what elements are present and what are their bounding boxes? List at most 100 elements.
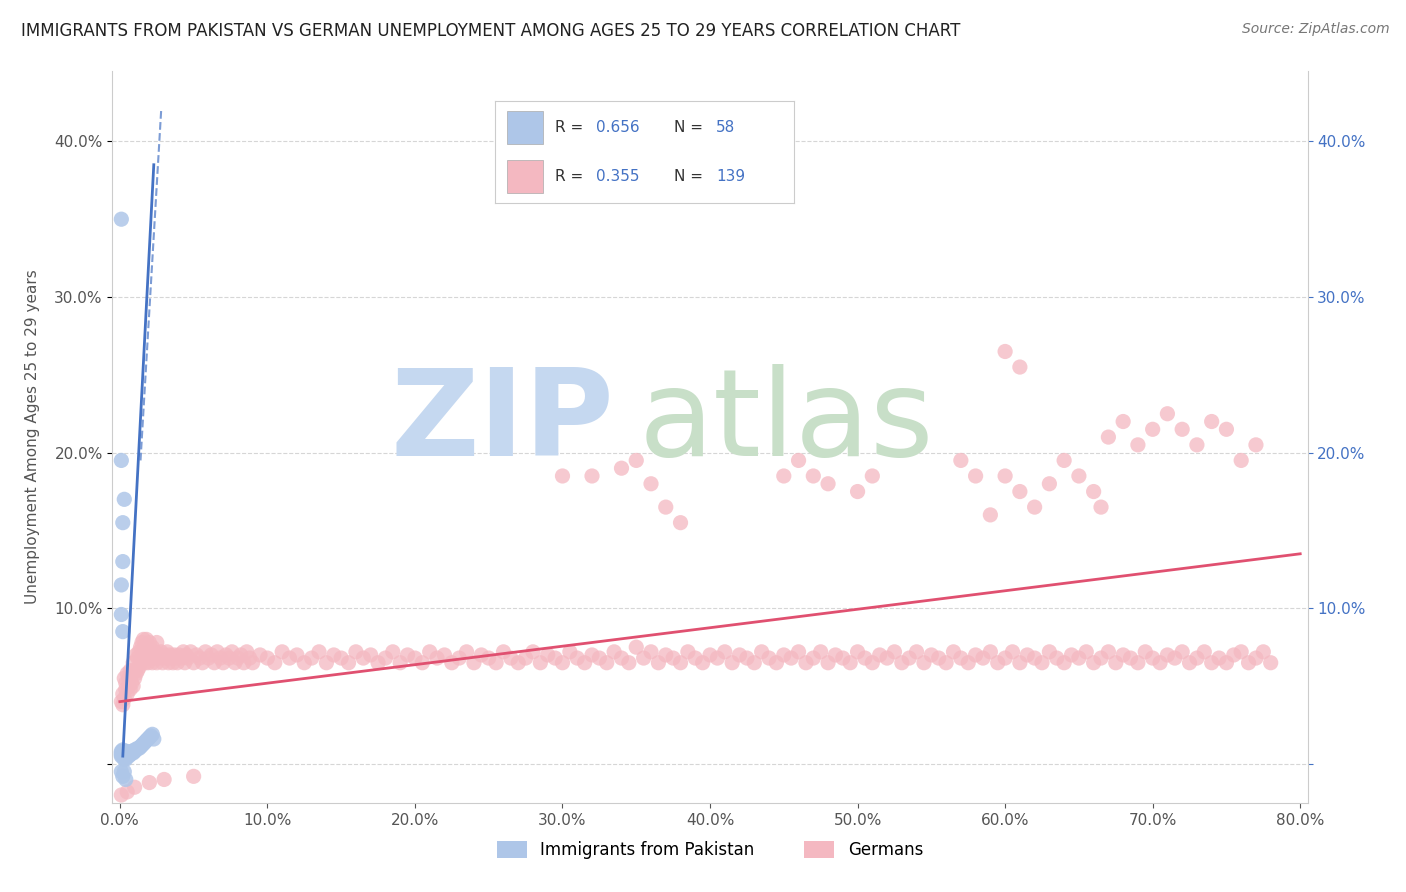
Point: [136, 731, 159, 746]
Point: [135, 632, 157, 647]
Point: [128, 741, 150, 756]
Point: [170, 651, 193, 665]
Point: [994, 651, 1017, 665]
Point: [1244, 438, 1267, 452]
Point: [1024, 651, 1046, 665]
Point: [1126, 438, 1149, 452]
Point: [344, 645, 367, 659]
Point: [112, 671, 135, 685]
Point: [411, 656, 433, 670]
Point: [352, 651, 374, 665]
Point: [141, 656, 163, 670]
Point: [485, 656, 508, 670]
Point: [860, 656, 883, 670]
Point: [153, 772, 176, 787]
Point: [965, 469, 987, 483]
Point: [544, 651, 567, 665]
Point: [706, 651, 728, 665]
Point: [215, 648, 238, 662]
Point: [207, 645, 229, 659]
Point: [537, 648, 560, 662]
Point: [404, 651, 426, 665]
Point: [111, 744, 134, 758]
Point: [183, 769, 205, 783]
Legend: Immigrants from Pakistan, Germans: Immigrants from Pakistan, Germans: [488, 833, 932, 868]
Point: [111, 624, 134, 639]
Point: [515, 651, 537, 665]
Point: [676, 645, 699, 659]
Point: [160, 651, 183, 665]
Point: [1008, 359, 1031, 374]
Point: [110, 749, 132, 764]
Point: [209, 651, 232, 665]
Point: [308, 645, 330, 659]
Point: [499, 651, 522, 665]
Point: [194, 645, 217, 659]
Point: [1053, 656, 1076, 670]
Point: [112, 691, 135, 706]
Point: [249, 648, 271, 662]
Point: [626, 453, 648, 467]
Point: [149, 651, 172, 665]
Point: [221, 645, 243, 659]
Point: [1194, 645, 1216, 659]
Point: [456, 645, 478, 659]
Point: [772, 469, 794, 483]
Point: [492, 645, 515, 659]
Point: [633, 651, 655, 665]
Point: [330, 651, 353, 665]
Point: [127, 664, 149, 678]
Point: [139, 729, 162, 743]
Point: [212, 656, 235, 670]
Point: [139, 648, 162, 662]
Point: [122, 679, 145, 693]
Point: [1260, 656, 1282, 670]
Point: [128, 645, 150, 659]
Point: [128, 660, 150, 674]
Point: [226, 651, 249, 665]
Point: [177, 651, 200, 665]
Point: [765, 656, 787, 670]
Point: [1031, 656, 1053, 670]
Y-axis label: Unemployment Among Ages 25 to 29 years: Unemployment Among Ages 25 to 29 years: [25, 269, 41, 605]
Point: [125, 648, 148, 662]
Point: [125, 743, 148, 757]
Point: [115, 747, 138, 762]
Point: [200, 648, 222, 662]
Point: [1083, 656, 1105, 670]
Point: [581, 648, 603, 662]
Point: [1038, 645, 1060, 659]
Point: [610, 461, 633, 475]
Point: [381, 645, 404, 659]
Point: [163, 648, 186, 662]
Point: [1171, 422, 1194, 436]
Point: [853, 651, 876, 665]
Point: [186, 648, 208, 662]
Point: [1090, 651, 1112, 665]
Point: [301, 651, 323, 665]
Point: [426, 651, 449, 665]
Point: [114, 682, 136, 697]
Point: [669, 516, 692, 530]
Point: [124, 664, 146, 678]
Point: [655, 648, 678, 662]
Point: [112, 492, 135, 507]
Point: [315, 656, 337, 670]
Point: [292, 656, 315, 670]
Point: [787, 645, 810, 659]
Point: [115, 746, 138, 760]
Point: [1253, 645, 1275, 659]
Point: [111, 698, 134, 712]
Point: [1126, 656, 1149, 670]
Point: [1097, 645, 1119, 659]
Point: [118, 749, 141, 764]
Point: [143, 645, 166, 659]
Point: [278, 651, 301, 665]
Point: [120, 682, 142, 697]
Point: [224, 656, 246, 670]
Point: [114, 747, 136, 762]
Point: [1119, 651, 1142, 665]
Point: [640, 645, 662, 659]
Point: [1046, 651, 1069, 665]
Point: [831, 651, 853, 665]
